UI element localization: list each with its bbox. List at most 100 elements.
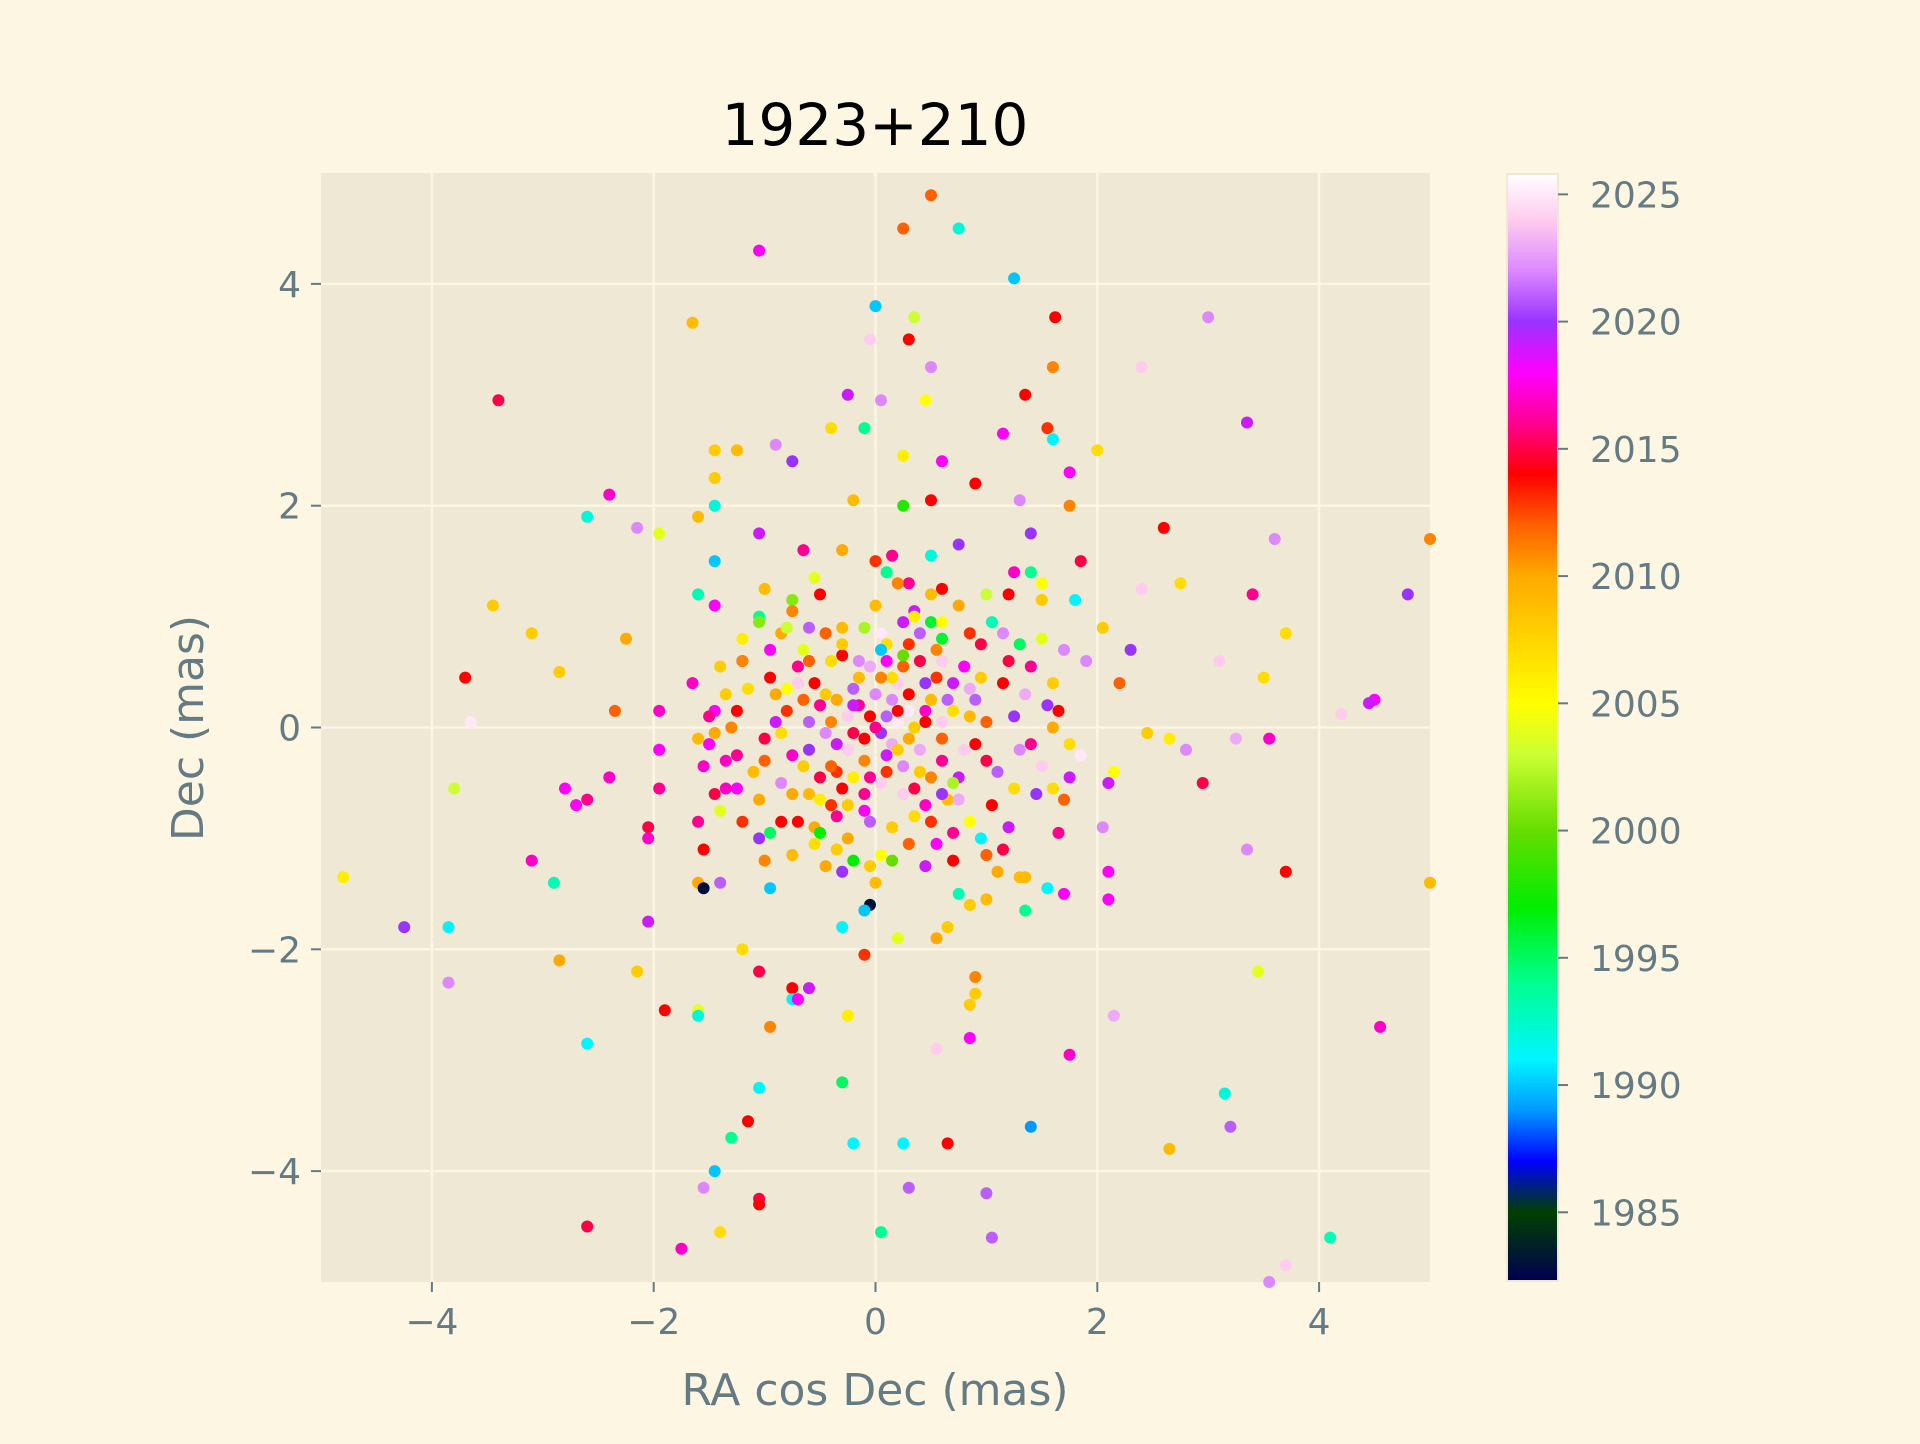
data-point-65 bbox=[1035, 577, 1048, 590]
data-point-43 bbox=[692, 510, 705, 523]
data-point-82 bbox=[620, 632, 632, 645]
data-point-74 bbox=[486, 599, 499, 612]
data-point-417 bbox=[1035, 760, 1048, 773]
data-point-16 bbox=[919, 394, 932, 407]
data-point-329 bbox=[692, 732, 705, 745]
data-point-271 bbox=[764, 643, 777, 656]
data-point-196 bbox=[725, 1131, 738, 1144]
colorbar-tick-label-8: 2025 bbox=[1590, 175, 1682, 216]
data-point-355 bbox=[791, 677, 804, 690]
data-point-49 bbox=[1268, 533, 1281, 545]
data-point-250 bbox=[902, 688, 915, 701]
data-point-347 bbox=[814, 699, 826, 712]
data-point-229 bbox=[908, 782, 921, 795]
data-point-132 bbox=[697, 843, 710, 856]
y-tick-label-1: −2 bbox=[248, 930, 301, 971]
data-point-313 bbox=[786, 605, 799, 618]
data-point-110 bbox=[653, 743, 666, 756]
data-point-170 bbox=[969, 971, 982, 983]
data-point-396 bbox=[836, 865, 849, 878]
data-point-321 bbox=[864, 815, 876, 828]
data-point-193 bbox=[1224, 1120, 1237, 1133]
data-point-283 bbox=[830, 738, 843, 751]
data-point-372 bbox=[919, 860, 932, 873]
data-point-337 bbox=[803, 621, 815, 634]
data-point-210 bbox=[985, 1231, 998, 1244]
data-point-165 bbox=[736, 943, 749, 956]
data-point-85 bbox=[1124, 643, 1137, 656]
chart-title: 1923+210 bbox=[722, 91, 1029, 159]
data-point-265 bbox=[819, 627, 832, 640]
colorbar-tick-label-5: 2010 bbox=[1590, 557, 1682, 598]
data-point-259 bbox=[780, 704, 793, 717]
data-point-382 bbox=[864, 771, 876, 784]
data-point-57 bbox=[708, 555, 721, 568]
data-point-221 bbox=[936, 754, 948, 767]
data-point-415 bbox=[1041, 699, 1054, 712]
data-point-349 bbox=[803, 743, 815, 756]
data-point-225 bbox=[803, 716, 815, 728]
data-point-387 bbox=[963, 627, 976, 640]
data-point-267 bbox=[747, 765, 760, 778]
data-point-158 bbox=[398, 921, 411, 934]
colorbar-tick-label-3: 2000 bbox=[1590, 812, 1682, 853]
data-point-69 bbox=[692, 588, 705, 601]
data-point-203 bbox=[902, 1181, 915, 1194]
data-point-354 bbox=[947, 677, 960, 690]
data-point-36 bbox=[603, 488, 616, 501]
data-point-402 bbox=[753, 616, 766, 629]
data-point-316 bbox=[997, 627, 1009, 640]
data-point-124 bbox=[1046, 782, 1059, 795]
data-point-19 bbox=[492, 394, 505, 407]
data-point-20 bbox=[1241, 416, 1253, 429]
data-point-78 bbox=[925, 616, 937, 629]
data-point-143 bbox=[991, 865, 1004, 878]
data-point-97 bbox=[608, 704, 621, 717]
data-point-61 bbox=[880, 566, 893, 579]
data-point-385 bbox=[936, 788, 948, 800]
data-point-200 bbox=[1163, 1142, 1176, 1155]
data-point-216 bbox=[886, 693, 899, 706]
data-point-286 bbox=[925, 771, 937, 784]
data-point-93 bbox=[1046, 677, 1059, 690]
axes: −4 −2 0 2 4 −4 −2 0 2 4 bbox=[248, 265, 1331, 1343]
data-point-288 bbox=[880, 655, 893, 667]
data-point-144 bbox=[337, 871, 350, 884]
data-point-86 bbox=[1213, 655, 1226, 667]
data-point-160 bbox=[642, 915, 655, 928]
data-point-274 bbox=[1008, 710, 1021, 723]
data-point-150 bbox=[1102, 893, 1115, 906]
data-point-50 bbox=[1424, 533, 1436, 545]
data-point-109 bbox=[1180, 743, 1192, 756]
data-point-298 bbox=[919, 799, 932, 812]
data-point-118 bbox=[603, 771, 616, 784]
data-point-108 bbox=[1163, 732, 1176, 745]
data-point-128 bbox=[642, 821, 655, 834]
data-point-140 bbox=[714, 876, 727, 889]
data-point-302 bbox=[974, 671, 987, 684]
data-point-235 bbox=[969, 738, 982, 751]
data-point-142 bbox=[764, 882, 777, 895]
data-point-407 bbox=[858, 621, 871, 634]
data-point-72 bbox=[1069, 594, 1082, 606]
data-point-138 bbox=[1102, 865, 1115, 878]
x-axis-label: RA cos Dec (mas) bbox=[681, 1365, 1068, 1416]
data-point-35 bbox=[969, 477, 982, 490]
data-point-261 bbox=[864, 660, 876, 673]
data-point-168 bbox=[631, 965, 644, 978]
data-point-189 bbox=[1063, 1048, 1076, 1061]
data-point-105 bbox=[1074, 749, 1087, 762]
data-point-324 bbox=[913, 765, 926, 778]
data-point-352 bbox=[897, 788, 910, 800]
colorbar-tick-label-6: 2015 bbox=[1590, 430, 1682, 471]
data-point-290 bbox=[963, 710, 976, 723]
data-point-255 bbox=[797, 760, 810, 773]
data-point-237 bbox=[891, 716, 904, 728]
data-point-37 bbox=[1013, 494, 1026, 507]
data-point-32 bbox=[786, 455, 799, 468]
data-point-13 bbox=[1046, 361, 1059, 374]
data-point-188 bbox=[930, 1043, 943, 1056]
data-point-341 bbox=[858, 754, 871, 767]
data-point-75 bbox=[708, 599, 721, 612]
data-point-282 bbox=[913, 743, 926, 756]
